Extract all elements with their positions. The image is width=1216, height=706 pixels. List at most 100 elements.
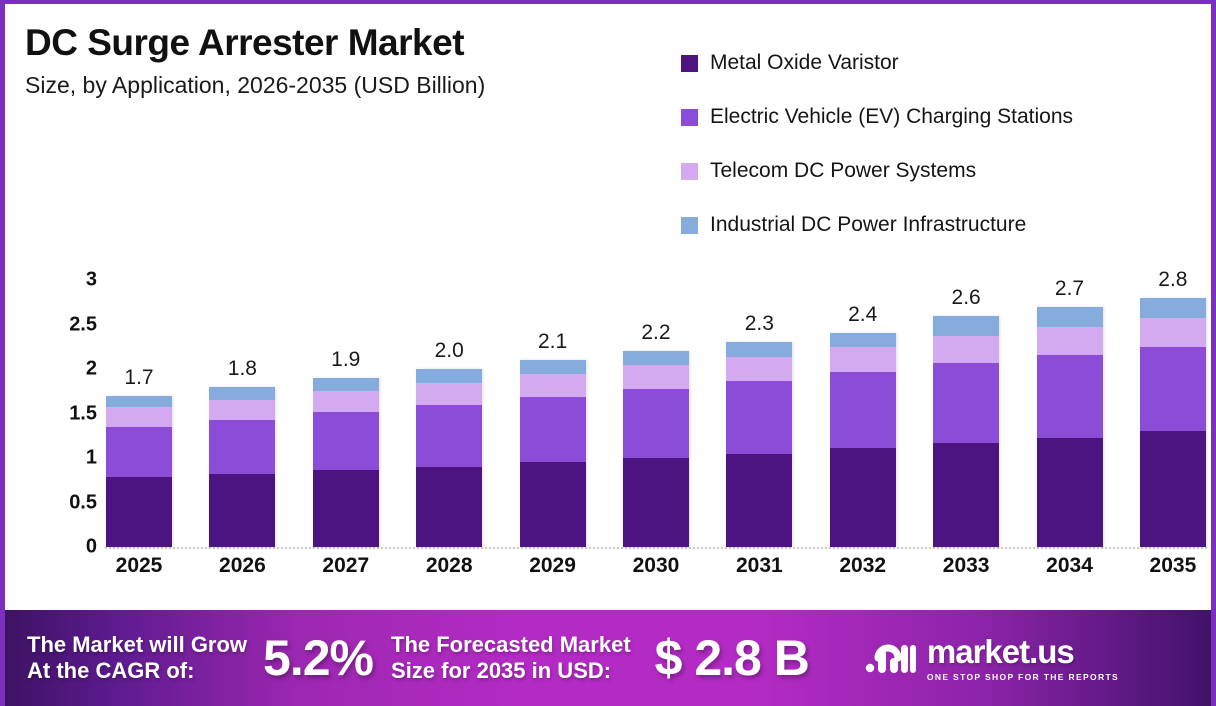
bar-segment[interactable]: [106, 407, 172, 427]
bar-segment[interactable]: [1139, 431, 1206, 547]
bar-segment[interactable]: [622, 351, 689, 366]
y-axis-tick-label: 2.5: [69, 313, 97, 335]
bar-segment[interactable]: [726, 380, 793, 454]
bar-segment[interactable]: [519, 374, 586, 397]
bar-segment[interactable]: [726, 356, 793, 381]
bar-segment[interactable]: [829, 371, 896, 449]
bar-value-label: 1.9: [331, 347, 361, 371]
bar-segment[interactable]: [312, 377, 379, 392]
bar-segment[interactable]: [312, 391, 379, 412]
bar-segment[interactable]: [106, 476, 172, 547]
legend-item-telecom-dc-power-systems: Telecom DC Power Systems: [681, 144, 1073, 198]
x-axis-baseline: [105, 547, 1207, 549]
header: DC Surge Arrester Market Size, by Applic…: [5, 4, 1211, 244]
x-axis-tick-label: 2025: [115, 554, 163, 577]
cagr-label: The Market will Grow At the CAGR of:: [27, 632, 247, 684]
bar-segment[interactable]: [106, 395, 172, 408]
logo-tagline: ONE STOP SHOP FOR THE REPORTS: [926, 671, 1120, 682]
bar-group: 1.7 1.8 1.9 2.0 2.1 2.2 2.3 2.4 2.6 2.7 2.8: [105, 254, 1207, 547]
bar-stack[interactable]: [519, 360, 586, 547]
bar-column[interactable]: 1.8: [208, 254, 276, 547]
legend-swatch-icon: [681, 54, 698, 72]
bar-segment[interactable]: [519, 462, 586, 547]
bar-column[interactable]: 2.4: [829, 254, 897, 547]
bar-column[interactable]: 1.7: [105, 254, 173, 547]
bar-segment[interactable]: [312, 411, 379, 471]
bar-stack[interactable]: [726, 342, 793, 547]
bar-segment[interactable]: [416, 383, 483, 405]
bar-segment[interactable]: [829, 346, 896, 372]
bar-column[interactable]: 2.2: [622, 254, 690, 547]
bar-stack[interactable]: [622, 351, 689, 547]
bar-value-label: 2.2: [641, 321, 671, 345]
bar-value-label: 2.0: [434, 339, 464, 362]
bar-segment[interactable]: [1139, 346, 1206, 432]
bar-value-label: 2.1: [537, 330, 568, 354]
legend-swatch-icon: [681, 216, 698, 234]
page-title: DC Surge Arrester Market: [25, 22, 465, 63]
forecast-size-label-line2: Size for 2035 in USD:: [391, 658, 612, 683]
bar-stack[interactable]: [416, 369, 483, 547]
bar-segment[interactable]: [519, 396, 586, 463]
bar-segment[interactable]: [933, 315, 1000, 337]
bar-column[interactable]: 2.0: [415, 254, 483, 547]
bar-segment[interactable]: [726, 453, 793, 547]
bar-segment[interactable]: [829, 333, 896, 347]
title-block: DC Surge Arrester Market Size, by Applic…: [25, 22, 485, 99]
bar-segment[interactable]: [416, 404, 483, 467]
bar-segment[interactable]: [106, 426, 172, 477]
bar-segment[interactable]: [209, 386, 276, 401]
bar-segment[interactable]: [622, 458, 689, 547]
bar-segment[interactable]: [1036, 327, 1103, 355]
bar-segment[interactable]: [1139, 318, 1206, 347]
y-axis-tick-label: 0.5: [69, 491, 97, 513]
bar-segment[interactable]: [209, 474, 276, 547]
x-axis-tick-label: 2027: [322, 554, 370, 577]
bar-segment[interactable]: [1036, 437, 1103, 547]
bar-segment[interactable]: [933, 362, 1000, 443]
bar-segment[interactable]: [416, 369, 483, 384]
cagr-value: 5.2%: [263, 630, 374, 686]
bar-stack[interactable]: [209, 386, 276, 547]
logo-mark-icon: [865, 644, 916, 673]
bar-stack[interactable]: [1036, 306, 1103, 547]
bar-stack[interactable]: [312, 377, 379, 547]
bar-segment[interactable]: [1036, 354, 1103, 438]
bar-segment[interactable]: [933, 442, 1000, 547]
x-axis-tick-label: 2033: [942, 554, 990, 577]
bar-column[interactable]: 2.1: [519, 254, 587, 547]
forecast-size-label-line1: The Forecasted Market: [391, 632, 631, 658]
bar-segment[interactable]: [1139, 297, 1206, 319]
bar-column[interactable]: 2.7: [1036, 254, 1104, 547]
y-axis: 3 2.5 2 1.5 1 0.5 0: [33, 254, 97, 558]
bar-segment[interactable]: [312, 470, 379, 547]
bar-value-label: 2.8: [1158, 267, 1188, 291]
bar-column[interactable]: 2.3: [725, 254, 793, 547]
cagr-label-line1: The Market will Grow: [27, 632, 248, 658]
bar-stack[interactable]: [106, 395, 172, 547]
bar-segment[interactable]: [1036, 306, 1103, 328]
x-axis: 2025 2026 2027 2028 2029 2030 2031 2032 2033 2034…: [105, 554, 1207, 578]
bar-column[interactable]: 2.6: [932, 254, 1000, 547]
bar-segment[interactable]: [416, 466, 483, 547]
bar-column[interactable]: 2.8: [1139, 254, 1207, 547]
bar-segment[interactable]: [209, 400, 276, 420]
page-subtitle: Size, by Application, 2026-2035 (USD Bil…: [25, 72, 486, 98]
bar-segment[interactable]: [726, 342, 793, 357]
logo-text: market.us ONE STOP SHOP FOR THE REPORTS: [927, 635, 1119, 682]
bar-segment[interactable]: [622, 365, 689, 389]
bar-stack[interactable]: [829, 333, 896, 547]
bar-segment[interactable]: [622, 388, 689, 458]
bar-stack[interactable]: [933, 315, 1000, 547]
bar-segment[interactable]: [209, 419, 276, 475]
x-axis-tick-label: 2028: [425, 554, 473, 577]
market-us-logo[interactable]: market.us ONE STOP SHOP FOR THE REPORTS: [865, 635, 1119, 682]
bar-column[interactable]: 1.9: [312, 254, 380, 547]
bar-stack[interactable]: [1139, 297, 1206, 547]
bar-segment[interactable]: [933, 336, 1000, 363]
bar-value-label: 1.7: [124, 365, 154, 389]
bar-segment[interactable]: [829, 448, 896, 547]
legend-item-ev-charging-stations: Electric Vehicle (EV) Charging Stations: [681, 90, 1073, 144]
bar-segment[interactable]: [519, 360, 586, 375]
x-axis-tick-label: 2031: [735, 554, 783, 577]
